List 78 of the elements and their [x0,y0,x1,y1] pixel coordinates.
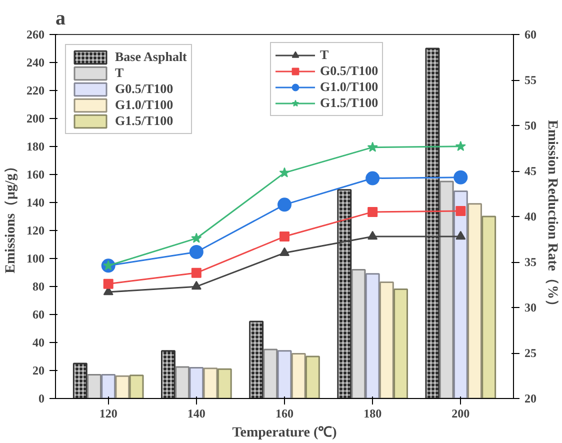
y-tick-label: 180 [26,140,44,154]
chart-title: a [56,8,66,30]
legend-label: T [115,65,125,81]
bar [189,366,204,398]
bar [217,368,232,398]
point [278,198,292,212]
point [456,206,466,216]
y-tick-label: 80 [32,280,44,294]
y-tick-label: 200 [26,112,44,126]
y2-tick-label: 40 [524,210,536,224]
y-axis-title: Emissions（μg/g） [4,160,18,274]
bar [115,375,130,398]
y-tick-label: 20 [32,364,44,378]
y2-tick-label: 30 [524,300,536,314]
point [279,167,290,178]
bar [439,180,454,398]
legend-label: G1.0/T100 [115,97,174,113]
y-tick-label: 240 [26,56,44,70]
point [454,170,468,184]
legend-label: Base Asphalt [115,49,187,65]
y2-tick-label: 50 [524,118,536,132]
x-tick-label: 200 [452,406,470,420]
legend-label: G0.5/T100 [320,63,378,79]
y-tick-label: 40 [32,336,44,350]
x-axis-title: Temperature (℃) [232,426,338,440]
y-tick-label: 220 [26,84,44,98]
bar [101,374,116,398]
point [103,278,114,289]
legend-label: G1.5/T100 [320,95,378,111]
point [189,245,204,259]
y-tick-label: 100 [26,252,44,266]
y2-tick-label: 20 [524,392,536,406]
bar [291,352,306,398]
bar [453,190,468,398]
point [191,232,202,243]
bar [277,350,292,398]
point [367,142,378,152]
legend-label: G1.5/T100 [115,113,174,129]
legend-label: T [320,47,330,63]
y-tick-label: 160 [26,168,44,182]
y-tick-label: 0 [38,392,44,406]
point [191,268,202,278]
y-tick-label: 120 [26,224,44,238]
x-tick-label: 140 [187,406,206,420]
bar [379,282,394,398]
point [366,171,380,186]
y-tick-label: 260 [26,28,44,42]
y2-tick-label: 25 [524,346,536,360]
bar [305,356,320,398]
bar [351,268,366,398]
x-tick-label: 160 [276,406,294,420]
y2-tick-label: 55 [524,73,536,87]
y2-axis-title: Emission Reduction Rate（%） [544,120,560,313]
legend-label: G0.5/T100 [115,81,174,97]
point [456,230,466,240]
bar [203,368,218,398]
y2-tick-label: 60 [524,28,536,42]
x-tick-label: 120 [99,406,118,420]
y2-tick-label: 35 [524,255,536,269]
y-tick-label: 140 [26,196,44,210]
point [368,230,378,240]
legend-label: G1.0/T100 [320,79,378,95]
bar [365,273,380,398]
bar [482,216,496,398]
bar [129,374,144,398]
y-tick-label: 60 [32,308,44,322]
point [280,247,290,256]
point [455,140,466,151]
bar [263,348,278,398]
bar [175,366,190,398]
x-tick-label: 180 [364,406,382,420]
bar [394,288,408,398]
bar [468,203,482,398]
point [191,280,202,290]
bar [87,374,102,398]
point [368,206,378,217]
point [280,232,290,242]
y2-tick-label: 45 [524,164,536,178]
